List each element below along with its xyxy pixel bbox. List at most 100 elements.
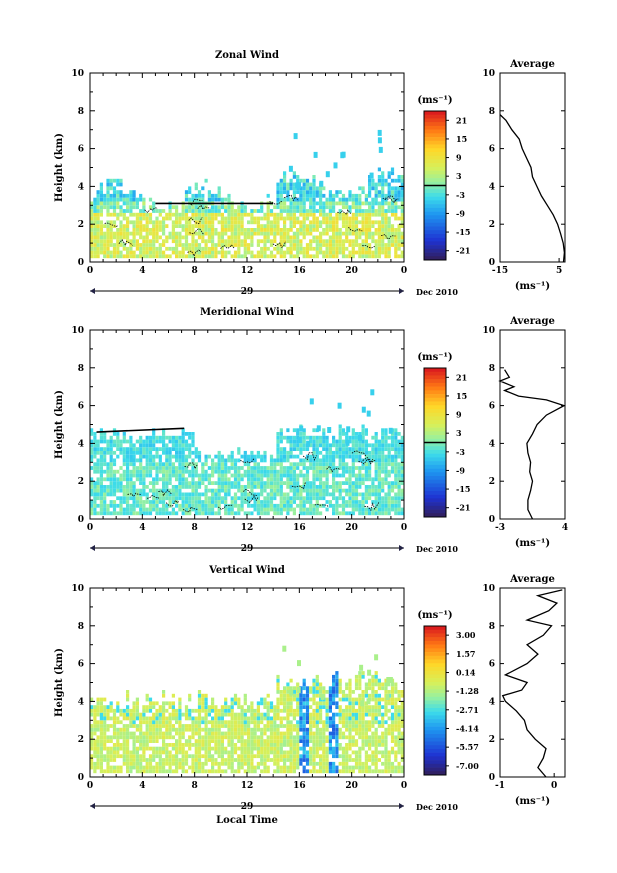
heatmap-cell — [312, 443, 316, 448]
heatmap-cell — [260, 228, 264, 232]
heatmap-cell — [197, 231, 202, 236]
heatmap-cell — [201, 466, 205, 470]
heatmap-cell — [191, 724, 195, 728]
heatmap-cell — [119, 447, 123, 451]
heatmap-cell — [354, 224, 359, 228]
heatmap-cell — [305, 488, 310, 493]
heatmap-cell — [276, 193, 280, 198]
heatmap-cell — [371, 686, 375, 691]
heatmap-cell — [361, 424, 365, 429]
heatmap-cell — [368, 754, 372, 759]
contour-line — [243, 488, 258, 496]
heatmap-cell — [217, 239, 221, 244]
heatmap-cell — [142, 765, 146, 770]
contour-lines — [96, 427, 380, 513]
heatmap-cell — [217, 481, 221, 485]
heatmap-cell — [227, 481, 231, 485]
heatmap-cell — [279, 485, 283, 489]
heatmap-cell — [260, 739, 264, 743]
heatmap-cell — [145, 720, 149, 725]
heatmap-cell — [341, 758, 346, 762]
heatmap-cell — [371, 500, 375, 504]
heatmap-cell — [325, 500, 329, 504]
heatmap-cell — [93, 488, 97, 493]
heatmap-cell — [165, 235, 169, 240]
heatmap-cell — [348, 511, 352, 516]
heatmap-cell — [194, 743, 198, 747]
heatmap-cell — [224, 735, 228, 740]
heatmap-cell — [99, 250, 103, 255]
heatmap-cell — [162, 724, 166, 728]
heatmap-cell — [361, 243, 365, 247]
heatmap-cell — [296, 712, 300, 717]
heatmap-cell — [315, 228, 319, 232]
heatmap-cell — [171, 727, 175, 732]
heatmap-cell — [112, 507, 117, 512]
heatmap-cell — [289, 720, 293, 725]
heatmap-cell — [292, 477, 296, 482]
heatmap-cell — [266, 705, 270, 709]
heatmap-cell — [129, 716, 133, 721]
heatmap-cell — [90, 503, 94, 508]
heatmap-cell — [243, 235, 247, 240]
heatmap-cell — [276, 705, 280, 709]
heatmap-cell — [354, 765, 359, 770]
x-tick-label: 0 — [87, 523, 93, 533]
heatmap-cell — [135, 477, 139, 482]
heatmap-cell — [171, 705, 175, 709]
heatmap-cell — [220, 739, 224, 743]
heatmap-cell — [384, 231, 388, 236]
heatmap-cell — [142, 469, 146, 474]
heatmap-cell — [390, 447, 395, 451]
heatmap-cell — [328, 500, 332, 504]
heatmap-cell — [377, 231, 381, 236]
heatmap-cell — [400, 511, 404, 516]
heatmap-cell — [371, 235, 375, 240]
heatmap-cell — [332, 454, 336, 459]
heatmap-cell — [145, 469, 149, 474]
heatmap-cell — [296, 727, 300, 732]
heatmap-cell — [289, 686, 293, 691]
heatmap-cell — [122, 712, 126, 717]
heatmap-cell — [266, 228, 270, 232]
heatmap-cell — [286, 190, 290, 194]
heatmap-cell — [175, 511, 179, 516]
heatmap-cell — [312, 708, 316, 713]
heatmap-cell — [305, 735, 310, 740]
heatmap-cell — [184, 724, 189, 728]
heatmap-cell — [253, 765, 257, 770]
heatmap-cell — [142, 447, 146, 451]
heatmap-cell — [139, 212, 143, 217]
heatmap-cell — [305, 186, 310, 191]
heatmap-cell — [279, 492, 283, 497]
heatmap-cell — [266, 231, 270, 236]
heatmap-cell — [338, 458, 342, 463]
heatmap-cell — [289, 201, 293, 206]
heatmap-cell — [400, 473, 404, 478]
heatmap-cell — [368, 485, 372, 489]
heatmap-cell — [112, 720, 117, 725]
heatmap-cell — [345, 492, 349, 497]
contour-line — [240, 458, 255, 464]
heatmap-cell — [230, 754, 234, 759]
heatmap-cell — [145, 224, 149, 228]
heatmap-cell — [227, 705, 231, 709]
heatmap-cell — [106, 462, 110, 467]
heatmap-cell — [243, 231, 247, 236]
heatmap-cell — [348, 708, 352, 713]
heatmap-cell — [312, 212, 316, 217]
heatmap-cell — [273, 716, 277, 721]
heatmap-cell — [184, 754, 189, 759]
heatmap-cell — [400, 186, 404, 191]
heatmap-cell — [397, 462, 401, 467]
heatmap-cell — [165, 435, 169, 440]
heatmap-cell — [126, 697, 130, 702]
heatmap-cell — [201, 701, 205, 706]
heatmap-cell — [237, 447, 241, 451]
heatmap-cell — [93, 750, 97, 755]
heatmap-cell — [387, 220, 391, 225]
heatmap-cell — [132, 469, 136, 474]
heatmap-cell — [207, 228, 211, 232]
heatmap-cell — [387, 503, 391, 508]
heatmap-cell — [178, 250, 182, 255]
